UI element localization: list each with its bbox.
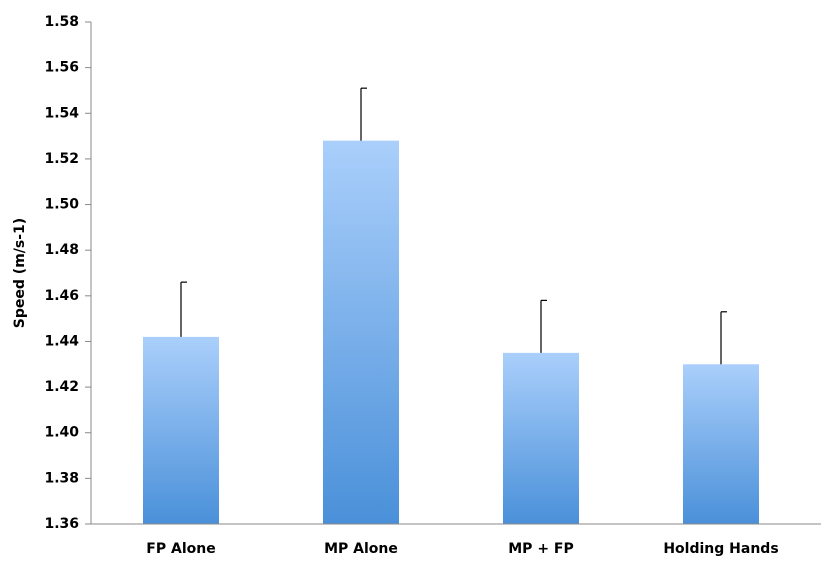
- y-tick-label: 1.54: [44, 105, 79, 121]
- y-tick-label: 1.48: [44, 242, 79, 258]
- bar: [323, 140, 399, 524]
- x-tick-label: MP Alone: [324, 541, 398, 557]
- y-tick-label: 1.46: [44, 288, 79, 304]
- x-tick-label: Holding Hands: [663, 541, 778, 557]
- y-tick-label: 1.40: [44, 425, 79, 441]
- y-tick-label: 1.44: [44, 333, 79, 349]
- y-tick-label: 1.56: [44, 60, 79, 76]
- y-tick-label: 1.50: [44, 197, 79, 213]
- error-bar: [360, 87, 367, 141]
- bar: [143, 336, 219, 524]
- y-tick-label: 1.52: [44, 151, 79, 167]
- x-tick-label: MP + FP: [508, 541, 574, 557]
- y-tick-label: 1.42: [44, 379, 79, 395]
- y-tick-label: 1.38: [44, 470, 79, 486]
- error-bar: [540, 299, 547, 353]
- y-axis-label: Speed (m/s-1): [12, 218, 28, 328]
- bar: [503, 352, 579, 524]
- y-tick-label: 1.58: [44, 14, 79, 30]
- y-tick-label: 1.36: [44, 516, 79, 532]
- error-bar: [720, 311, 727, 365]
- bar: [683, 364, 759, 524]
- x-tick-label: FP Alone: [146, 541, 215, 557]
- error-bar: [180, 281, 187, 337]
